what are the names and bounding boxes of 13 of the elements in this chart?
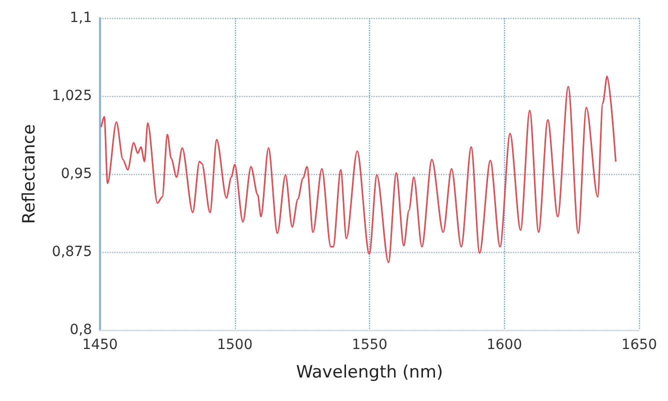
y-tick-label: 0,875 (52, 244, 92, 260)
x-tick-label: 1600 (486, 337, 522, 353)
y-tick-label: 1,1 (70, 10, 92, 26)
y-tick-label: 0,8 (70, 322, 92, 338)
x-tick-label: 1550 (352, 337, 388, 353)
x-tick-label: 1500 (216, 337, 253, 353)
x-axis-title: Wavelength (nm) (296, 362, 444, 382)
y-tick-label: 0,95 (60, 166, 92, 182)
x-tick-label: 1450 (82, 337, 118, 353)
line-series (100, 75, 616, 264)
x-tick-label: 1650 (621, 337, 658, 353)
y-tick-label: 1,025 (52, 88, 92, 104)
y-axis-title: Reflectance (20, 124, 40, 224)
